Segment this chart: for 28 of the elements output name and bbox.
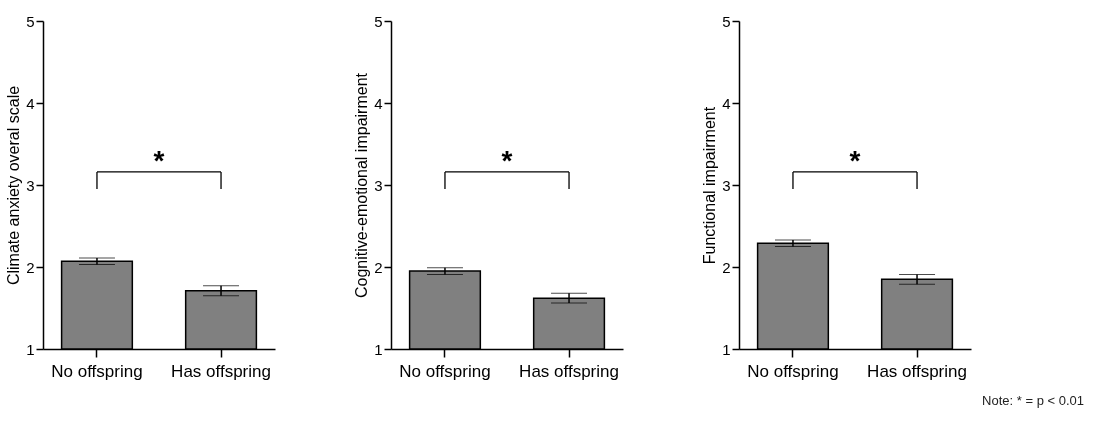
x-tick-label: No offspring	[399, 361, 491, 381]
annotation: *	[849, 144, 861, 176]
x-tick-label: Has offspring	[171, 361, 271, 381]
y-axis-title: Cognitive-emotional impairment	[353, 72, 371, 298]
y-tick-label: 2	[374, 258, 383, 276]
text: Note: * = p < 0.01	[982, 393, 1084, 408]
annotation: *	[501, 144, 513, 176]
y-tick-label: 5	[722, 12, 731, 30]
x-tick-label: No offspring	[51, 361, 143, 381]
x-tick-label: Has offspring	[867, 361, 967, 381]
y-tick-label: 4	[722, 94, 731, 112]
y-tick-label: 2	[722, 258, 731, 276]
y-axis-title: Functional impairment	[701, 106, 719, 265]
y-axis-title: Climate anxiety overal scale	[5, 85, 23, 286]
y-tick-label: 2	[26, 258, 35, 276]
y-tick-label: 4	[26, 94, 35, 112]
y-tick-label: 1	[374, 340, 383, 358]
y-tick-label: 1	[26, 340, 35, 358]
x-tick-label: Has offspring	[519, 361, 619, 381]
y-tick-label: 4	[374, 94, 383, 112]
x-tick-label: No offspring	[747, 361, 839, 381]
y-tick-label: 1	[722, 340, 731, 358]
y-tick-label: 3	[722, 176, 731, 194]
y-tick-label: 3	[374, 176, 383, 194]
y-tick-label: 5	[374, 12, 383, 30]
annotation: *	[153, 144, 165, 176]
y-tick-label: 5	[26, 12, 35, 30]
y-tick-label: 3	[26, 176, 35, 194]
